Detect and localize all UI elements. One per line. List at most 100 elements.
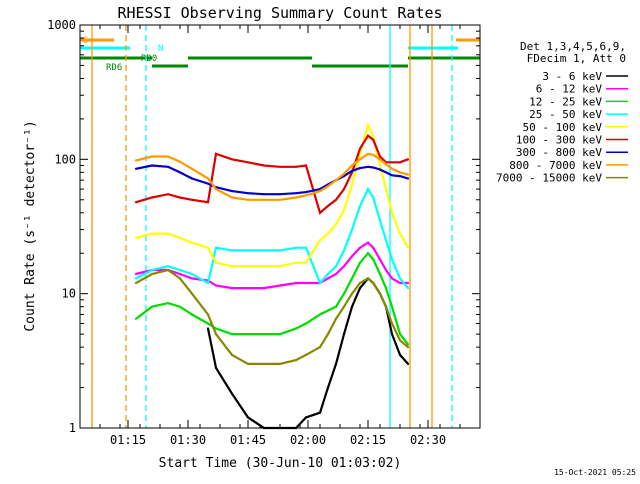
y-tick-label: 100 [54, 152, 76, 166]
data-point-12-25-kev [342, 292, 346, 295]
plot-frame [79, 24, 481, 429]
data-point-7000-15000-kev [384, 305, 388, 308]
data-point-6-12-kev [304, 281, 308, 285]
data-point-6-12-kev [294, 281, 298, 285]
data-point-3-6-kev [214, 366, 218, 369]
data-point-300-800-kev [178, 171, 182, 174]
data-point-12-25-kev [190, 313, 194, 316]
data-point-50-100-kev [294, 261, 298, 264]
data-point-12-25-kev [372, 258, 375, 261]
data-point-3-6-kev [342, 333, 346, 336]
data-point-7000-15000-kev [372, 281, 375, 285]
data-point-800-7000-kev [166, 155, 170, 158]
data-point-3-6-kev [398, 353, 402, 356]
data-point-300-800-kev [246, 192, 250, 195]
series-line-12-25-kev [135, 251, 409, 345]
data-point-7000-15000-kev [326, 333, 330, 336]
data-point-50-100-kev [150, 232, 154, 235]
data-point-25-50-kev [350, 228, 354, 231]
data-point-3-6-kev [246, 416, 250, 419]
data-point-12-25-kev [246, 333, 250, 336]
data-point-100-300-kev [150, 196, 154, 199]
y-tick-label: 10 [62, 287, 76, 301]
data-point-3-6-kev [304, 416, 308, 419]
data-point-100-300-kev [214, 152, 218, 155]
data-point-100-300-kev [326, 204, 330, 207]
data-point-6-12-kev [406, 281, 410, 285]
data-point-3-6-kev [318, 411, 322, 414]
data-point-100-300-kev [304, 164, 308, 167]
data-point-50-100-kev [406, 246, 410, 249]
x-axis-label: Start Time (30-Jun-10 01:03:02) [159, 456, 402, 471]
data-point-100-300-kev [334, 198, 338, 201]
data-point-12-25-kev [390, 305, 394, 308]
data-point-100-300-kev [342, 188, 346, 191]
data-point-7000-15000-kev [262, 362, 266, 365]
data-point-50-100-kev [318, 239, 322, 242]
data-point-100-300-kev [190, 198, 194, 201]
data-point-3-6-kev [390, 333, 394, 336]
x-tick-label: 02:15 [350, 433, 386, 447]
data-point-100-300-kev [372, 138, 375, 141]
data-point-800-7000-kev [278, 198, 282, 201]
data-point-800-7000-kev [350, 164, 354, 167]
legend-label-25-50-kev: 25 - 50 keV [529, 108, 602, 121]
data-point-300-800-kev [358, 167, 362, 170]
data-point-25-50-kev [358, 204, 362, 207]
data-point-7000-15000-kev [230, 353, 234, 356]
data-point-3-6-kev [406, 362, 410, 365]
data-point-800-7000-kev [246, 198, 250, 201]
data-point-12-25-kev [378, 272, 382, 276]
data-point-7000-15000-kev [166, 268, 170, 272]
data-point-6-12-kev [230, 287, 234, 290]
data-point-25-50-kev [150, 268, 154, 272]
chart-title: RHESSI Observing Summary Count Rates [117, 4, 442, 22]
data-point-800-7000-kev [190, 167, 194, 170]
data-point-50-100-kev [304, 261, 308, 264]
data-point-6-12-kev [390, 277, 394, 280]
data-point-50-100-kev [398, 232, 402, 235]
data-point-25-50-kev [278, 249, 282, 252]
data-point-12-25-kev [294, 327, 298, 330]
data-point-800-7000-kev [326, 185, 330, 188]
data-point-6-12-kev [134, 272, 138, 276]
data-point-800-7000-kev [294, 196, 298, 199]
data-point-7000-15000-kev [366, 277, 370, 280]
data-point-25-50-kev [190, 272, 194, 276]
legend-label-12-25-kev: 12 - 25 keV [529, 95, 602, 108]
vertical-markers [91, 25, 453, 428]
legend-header: Det 1,3,4,5,6,9, [520, 40, 626, 53]
data-point-7000-15000-kev [342, 305, 346, 308]
data-point-25-50-kev [390, 258, 394, 261]
data-point-25-50-kev [326, 272, 330, 276]
data-point-6-12-kev [366, 241, 370, 244]
data-point-50-100-kev [372, 134, 375, 137]
data-point-25-50-kev [294, 246, 298, 249]
data-point-12-25-kev [326, 309, 330, 312]
data-point-50-100-kev [214, 261, 218, 264]
data-point-7000-15000-kev [358, 281, 362, 285]
data-point-7000-15000-kev [278, 362, 282, 365]
data-point-7000-15000-kev [214, 333, 218, 336]
data-point-800-7000-kev [206, 177, 210, 180]
data-point-7000-15000-kev [294, 359, 298, 362]
data-point-100-300-kev [318, 211, 322, 214]
data-point-12-25-kev [230, 333, 234, 336]
data-point-100-300-kev [262, 164, 266, 167]
data-point-25-50-kev [366, 188, 370, 191]
data-point-12-25-kev [150, 305, 154, 308]
data-point-50-100-kev [350, 183, 354, 186]
data-point-300-800-kev [366, 165, 370, 168]
data-point-50-100-kev [334, 222, 338, 226]
data-point-6-12-kev [278, 284, 282, 287]
data-point-6-12-kev [334, 272, 338, 276]
data-point-50-100-kev [366, 123, 370, 127]
data-point-100-300-kev [166, 193, 170, 196]
data-point-50-100-kev [326, 232, 330, 235]
data-point-50-100-kev [230, 265, 234, 268]
data-point-6-12-kev [190, 277, 194, 280]
data-point-100-300-kev [378, 155, 382, 158]
data-point-300-800-kev [230, 190, 234, 193]
data-point-7000-15000-kev [398, 339, 402, 342]
